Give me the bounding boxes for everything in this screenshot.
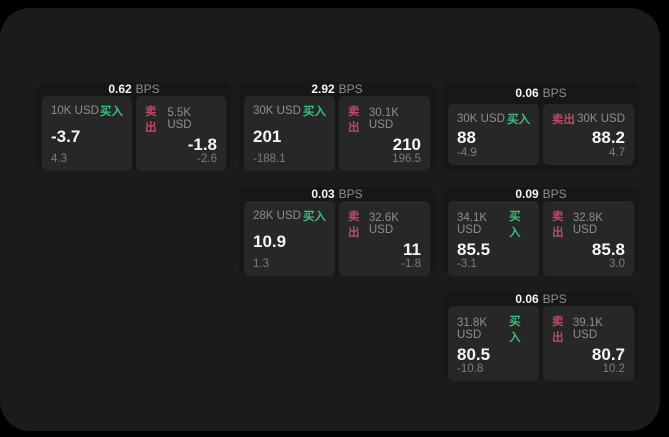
buy-amount: 31.8K USD <box>457 317 488 341</box>
sell-amount: 30.1K USD <box>368 107 399 131</box>
bps-header: 0.62 BPS <box>37 82 231 96</box>
buy-change: 1.3 <box>253 258 269 270</box>
buy-amount: 30K USD <box>457 113 505 125</box>
sell-panel[interactable]: 卖出 32.8K USD 85.8 3.0 <box>543 201 634 276</box>
sell-tag: 卖出 <box>348 211 360 239</box>
bps-value: 0.06 <box>515 292 539 306</box>
buy-tag: 买入 <box>509 316 521 344</box>
sell-amount: 32.6K USD <box>368 212 399 236</box>
sell-price: 210 <box>392 135 421 154</box>
bps-unit: BPS <box>338 82 363 96</box>
bps-unit: BPS <box>542 292 567 306</box>
buy-amount: 30K USD <box>253 105 301 117</box>
bps-unit: BPS <box>542 187 567 201</box>
sell-price: 80.7 <box>591 345 625 364</box>
buy-change: -4.9 <box>457 147 477 159</box>
sell-change: -1.8 <box>401 258 421 270</box>
buy-change: -3.1 <box>457 258 477 270</box>
sell-price: 88.2 <box>591 128 625 147</box>
sell-amount: 32.8K USD <box>572 212 603 236</box>
sell-price: 11 <box>403 240 421 259</box>
buy-price: 88 <box>457 128 476 147</box>
sell-change: 196.5 <box>392 153 421 165</box>
quote-card: 2.92 BPS 30K USD 买入 201 -188.1 卖出 30.1K … <box>239 82 435 171</box>
buy-price: 201 <box>253 127 282 146</box>
buy-change: 4.3 <box>51 153 67 165</box>
bps-header: 0.06 BPS <box>443 292 639 306</box>
quote-card: 0.62 BPS 10K USD 买入 -3.7 4.3 卖出 5.5K USD… <box>37 82 231 171</box>
buy-price: -3.7 <box>51 127 81 146</box>
bps-value: 2.92 <box>311 82 335 96</box>
quote-panels: 28K USD 买入 10.9 1.3 卖出 32.6K USD 11 -1.8 <box>239 201 435 281</box>
sell-change: 4.7 <box>609 147 625 159</box>
bps-unit: BPS <box>135 82 160 96</box>
sell-panel[interactable]: 卖出 5.5K USD -1.8 -2.6 <box>136 96 226 171</box>
buy-tag: 买入 <box>507 114 530 126</box>
bps-header: 0.03 BPS <box>239 187 435 201</box>
sell-panel[interactable]: 卖出 30.1K USD 210 196.5 <box>339 96 430 171</box>
buy-amount: 28K USD <box>253 210 301 222</box>
bps-header: 0.06 BPS <box>443 82 639 104</box>
buy-panel[interactable]: 30K USD 买入 201 -188.1 <box>244 96 335 171</box>
buy-tag: 买入 <box>303 211 326 223</box>
buy-tag: 买入 <box>100 106 123 118</box>
buy-price: 10.9 <box>253 232 287 251</box>
sell-tag: 卖出 <box>145 106 157 134</box>
buy-panel[interactable]: 30K USD 买入 88 -4.9 <box>448 104 539 165</box>
quote-card: 0.06 BPS 30K USD 买入 88 -4.9 卖出 30K USD 8… <box>443 82 639 170</box>
sell-change: 3.0 <box>609 258 625 270</box>
buy-tag: 买入 <box>509 211 521 239</box>
sell-change: 10.2 <box>602 363 625 375</box>
buy-price: 80.5 <box>457 345 491 364</box>
bps-value: 0.62 <box>108 82 132 96</box>
sell-change: -2.6 <box>197 153 217 165</box>
sell-tag: 卖出 <box>552 316 564 344</box>
bps-value: 0.09 <box>515 187 539 201</box>
buy-tag: 买入 <box>303 106 326 118</box>
sell-panel[interactable]: 卖出 32.6K USD 11 -1.8 <box>339 201 430 276</box>
quotes-grid: 0.62 BPS 10K USD 买入 -3.7 4.3 卖出 5.5K USD… <box>37 82 660 381</box>
bps-value: 0.03 <box>311 187 335 201</box>
quote-panels: 34.1K USD 买入 85.5 -3.1 卖出 32.8K USD 85.8… <box>443 201 639 281</box>
sell-price: -1.8 <box>187 135 217 154</box>
sell-amount: 39.1K USD <box>572 317 603 341</box>
sell-amount: 5.5K USD <box>167 107 192 131</box>
sell-tag: 卖出 <box>348 106 360 134</box>
quote-panels: 30K USD 买入 201 -188.1 卖出 30.1K USD 210 1… <box>239 96 435 176</box>
sell-tag: 卖出 <box>552 114 575 126</box>
buy-change: -188.1 <box>253 153 286 165</box>
sell-panel[interactable]: 卖出 39.1K USD 80.7 10.2 <box>543 306 634 381</box>
bps-header: 2.92 BPS <box>239 82 435 96</box>
quote-panels: 10K USD 买入 -3.7 4.3 卖出 5.5K USD -1.8 -2.… <box>37 96 231 176</box>
bps-header: 0.09 BPS <box>443 187 639 201</box>
sell-amount: 30K USD <box>577 113 625 125</box>
sell-price: 85.8 <box>591 240 625 259</box>
buy-change: -10.8 <box>457 363 484 375</box>
buy-panel[interactable]: 31.8K USD 买入 80.5 -10.8 <box>448 306 539 381</box>
quote-panels: 30K USD 买入 88 -4.9 卖出 30K USD 88.2 4.7 <box>443 104 639 170</box>
quote-card: 0.09 BPS 34.1K USD 买入 85.5 -3.1 卖出 32.8K… <box>443 187 639 276</box>
buy-panel[interactable]: 28K USD 买入 10.9 1.3 <box>244 201 335 276</box>
buy-panel[interactable]: 34.1K USD 买入 85.5 -3.1 <box>448 201 539 276</box>
quote-card: 0.06 BPS 31.8K USD 买入 80.5 -10.8 卖出 39.1… <box>443 292 639 381</box>
app-background: 0.62 BPS 10K USD 买入 -3.7 4.3 卖出 5.5K USD… <box>0 8 660 431</box>
buy-amount: 10K USD <box>51 105 99 117</box>
buy-panel[interactable]: 10K USD 买入 -3.7 4.3 <box>42 96 132 171</box>
quote-panels: 31.8K USD 买入 80.5 -10.8 卖出 39.1K USD 80.… <box>443 306 639 386</box>
buy-amount: 34.1K USD <box>457 212 488 236</box>
quote-card: 0.03 BPS 28K USD 买入 10.9 1.3 卖出 32.6K US… <box>239 187 435 276</box>
bps-unit: BPS <box>338 187 363 201</box>
bps-value: 0.06 <box>515 86 539 100</box>
sell-panel[interactable]: 卖出 30K USD 88.2 4.7 <box>543 104 634 165</box>
bps-unit: BPS <box>542 86 567 100</box>
sell-tag: 卖出 <box>552 211 564 239</box>
buy-price: 85.5 <box>457 240 491 259</box>
